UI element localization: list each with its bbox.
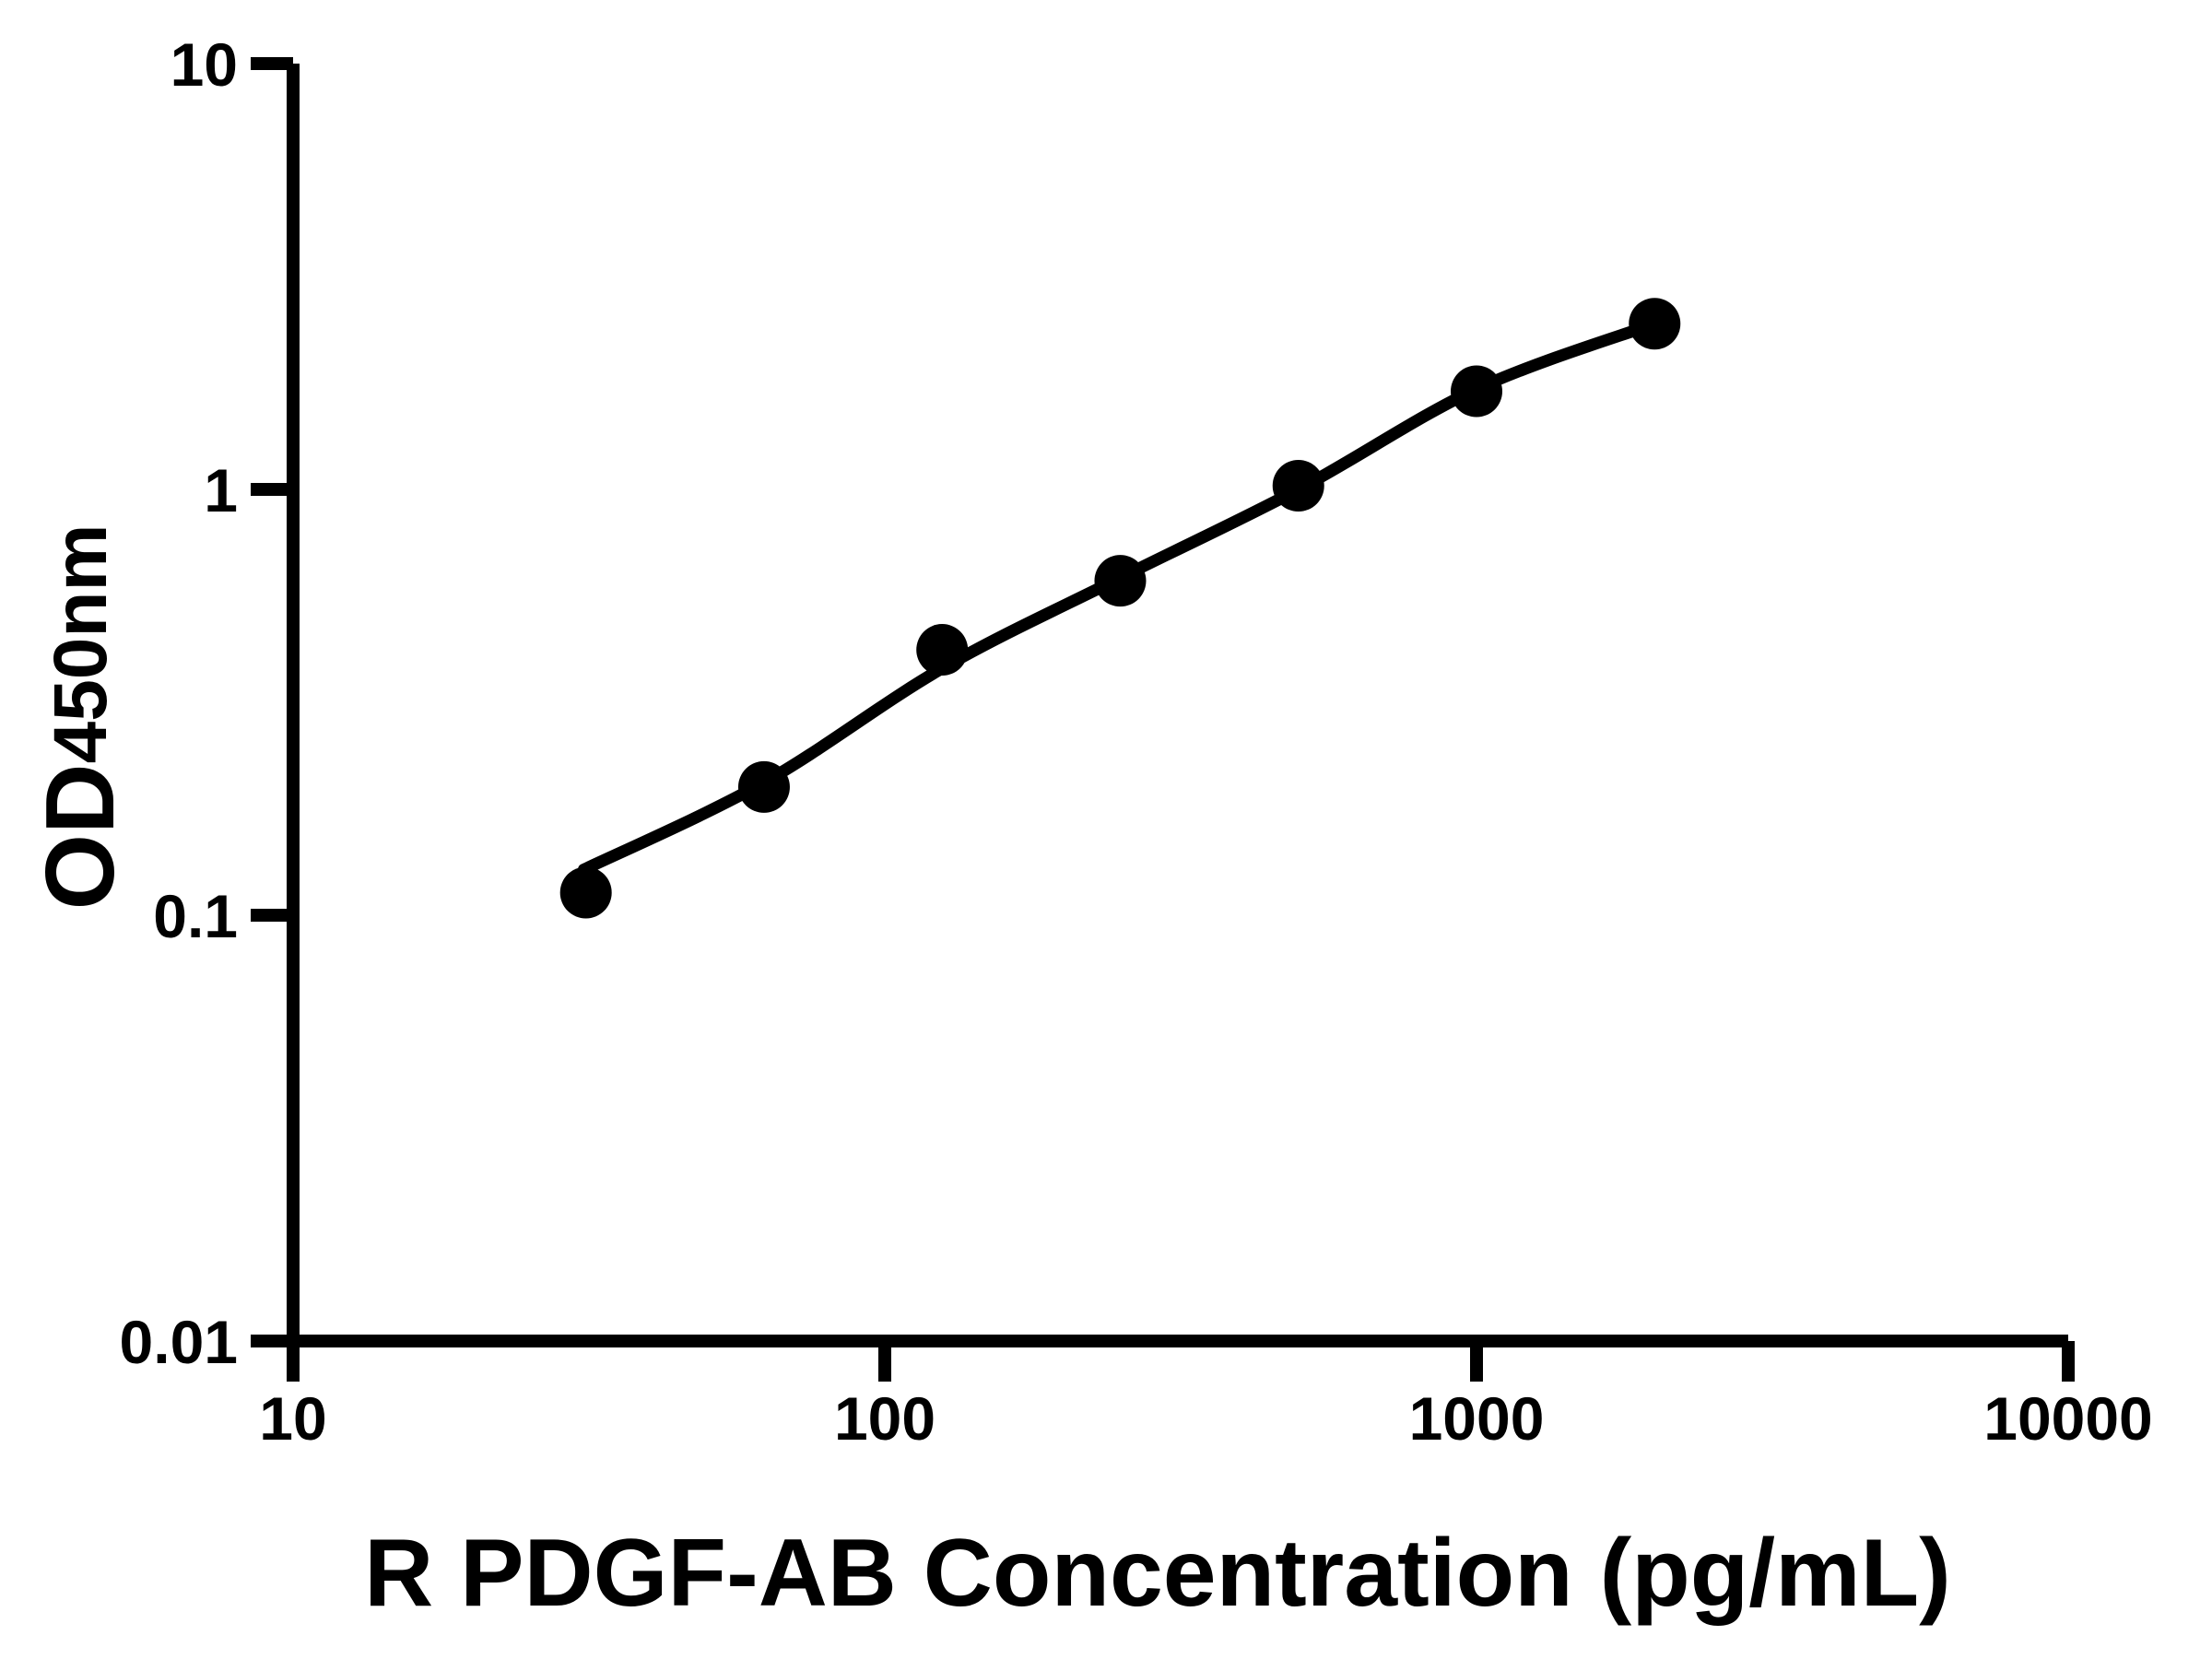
- axis-spine: [287, 64, 2068, 1347]
- axes: [287, 64, 2068, 1347]
- y-axis-title-main: OD: [26, 763, 135, 910]
- data-point: [1272, 460, 1324, 512]
- data-point: [1451, 365, 1502, 418]
- x-axis-title: R PDGF-AB Concentration (pg/mL): [364, 1520, 1951, 1627]
- y-tick-label: 1: [204, 456, 238, 524]
- data-point: [559, 866, 612, 919]
- axis-tick-labels: 0.01 0.1 1 10 10 100 1000 10000: [120, 30, 2153, 1453]
- x-tick-label: 10000: [1983, 1384, 2153, 1453]
- y-tick-label: 0.1: [153, 882, 238, 950]
- x-tick-label: 100: [834, 1384, 935, 1453]
- axis-ticks: [251, 57, 2075, 1382]
- data-point: [1094, 555, 1147, 607]
- y-tick-label: 0.01: [120, 1308, 238, 1376]
- data-point: [737, 760, 790, 813]
- x-tick-label: 1000: [1409, 1384, 1545, 1453]
- data-point: [916, 624, 969, 677]
- y-tick-label: 10: [171, 30, 238, 99]
- y-axis-title: OD450nm: [26, 524, 135, 911]
- data-point: [1629, 298, 1681, 350]
- x-tick-label: 10: [259, 1384, 326, 1453]
- data-points: [559, 298, 1681, 919]
- y-axis-title-subscript: 450nm: [39, 524, 123, 764]
